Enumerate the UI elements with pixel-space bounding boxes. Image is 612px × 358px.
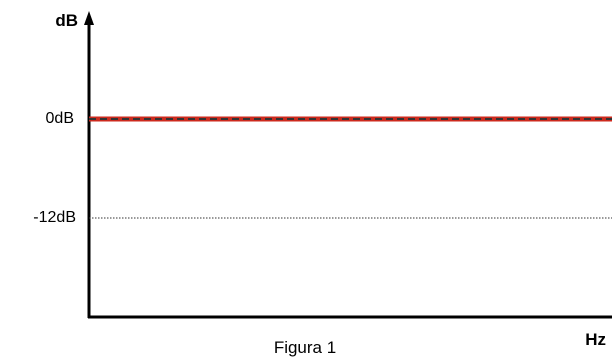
x-axis-label: Hz (585, 330, 606, 349)
figure-caption: Figura 1 (274, 338, 336, 357)
y-axis-arrow-icon (84, 11, 94, 25)
y-tick-label-0db: 0dB (46, 110, 74, 127)
y-tick-label-minus-12db: -12dB (33, 209, 76, 226)
y-axis-label: dB (55, 11, 78, 30)
